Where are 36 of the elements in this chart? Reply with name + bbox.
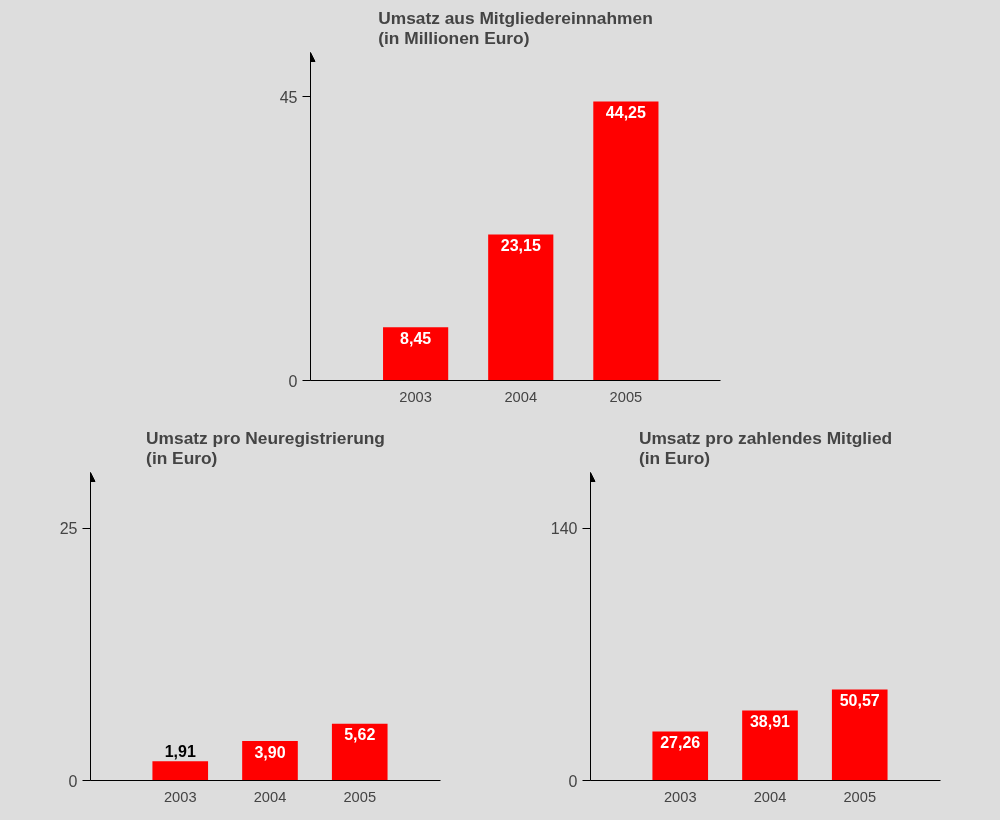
bar [831,689,888,781]
data-label: 23,15 [500,237,541,255]
y-tick-label: 0 [288,372,298,390]
data-label: 5,62 [344,726,376,744]
bar [488,234,554,381]
x-tick-label: 2005 [609,388,643,405]
x-tick-label: 2005 [843,788,877,805]
data-label: 1,91 [164,742,196,760]
data-label: 27,26 [660,734,701,752]
chart-subtitle: (in Millionen Euro) [378,27,530,48]
data-label: 44,25 [605,104,647,122]
bar [383,327,449,381]
y-tick-label: 0 [68,772,78,790]
bar [593,101,659,381]
chart-title: Umsatz pro zahlendes Mitglied [638,427,893,448]
chart-subtitle: (in Euro) [638,447,711,468]
bar [652,731,709,781]
x-tick-label: 2003 [399,388,432,405]
data-label: 38,91 [749,713,791,731]
x-tick-label: 2004 [504,388,538,405]
y-tick-label: 140 [550,520,578,538]
data-label: 3,90 [254,743,286,761]
y-tick-label: 0 [568,772,578,790]
y-tick-label: 25 [59,520,78,538]
x-tick-label: 2005 [343,788,377,805]
x-tick-label: 2003 [663,788,697,805]
data-label: 50,57 [839,692,880,710]
x-tick-label: 2004 [253,788,287,805]
chart-subtitle: (in Euro) [146,447,218,468]
bar [742,710,798,781]
chart-title: Umsatz aus Mitgliedereinnahmen [378,7,653,28]
x-tick-label: 2003 [163,788,197,805]
data-label: 8,45 [400,330,432,348]
chart-title: Umsatz pro Neuregistrierung [146,427,385,448]
x-tick-label: 2004 [753,788,787,805]
y-tick-label: 45 [279,88,298,106]
